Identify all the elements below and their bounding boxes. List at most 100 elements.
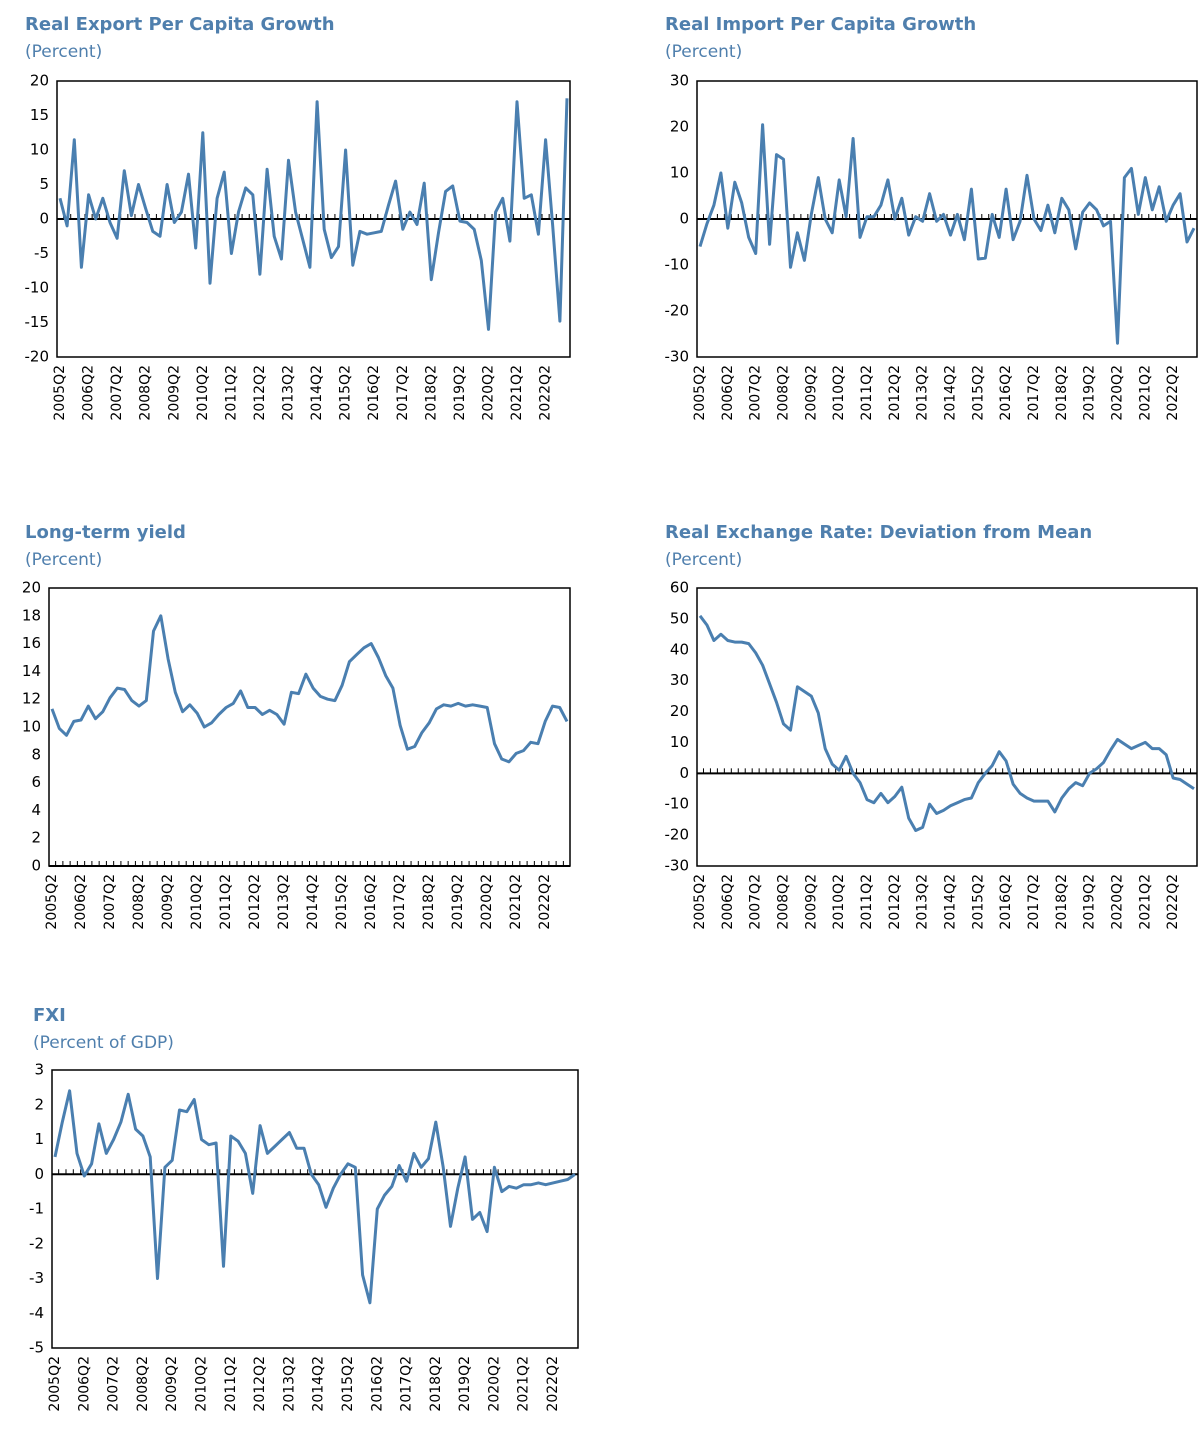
x-tick-label: 2007Q2 <box>106 1356 122 1412</box>
y-tick-label: -20 <box>665 826 690 844</box>
x-tick-label: 2020Q2 <box>479 874 495 930</box>
y-tick-label: 10 <box>670 733 689 751</box>
x-tick-label: 2008Q2 <box>135 1356 151 1412</box>
data-line <box>698 614 1195 832</box>
y-tick-label: 30 <box>670 671 689 689</box>
x-tick-label: 2010Q2 <box>193 1356 209 1412</box>
x-tick-label: 2016Q2 <box>366 365 382 421</box>
x-tick-label: 2005Q2 <box>44 874 60 930</box>
y-tick-label: 1 <box>34 1130 44 1148</box>
y-tick-label: 0 <box>39 210 49 228</box>
x-tick-label: 2019Q2 <box>457 1356 473 1412</box>
x-tick-label: 2007Q2 <box>748 874 764 930</box>
y-tick-label: -2 <box>29 1234 44 1252</box>
chart-subtitle: (Percent) <box>665 550 742 570</box>
x-tick-label: 2017Q2 <box>1026 365 1042 421</box>
y-tick-label: 16 <box>22 634 41 652</box>
x-tick-label: 2019Q2 <box>1082 874 1098 930</box>
y-tick-label: 10 <box>30 141 49 159</box>
x-tick-label: 2016Q2 <box>369 1356 385 1412</box>
plot-frame <box>51 1069 579 1349</box>
x-tick-label: 2006Q2 <box>81 365 97 421</box>
x-tick-label: 2021Q2 <box>516 1356 532 1412</box>
x-tick-label: 2005Q2 <box>52 365 68 421</box>
x-tick-label: 2020Q2 <box>1109 365 1125 421</box>
y-tick-label: -20 <box>665 302 690 320</box>
chart-subtitle: (Percent) <box>665 42 742 62</box>
y-tick-label: -30 <box>665 348 690 366</box>
x-tick-label: 2020Q2 <box>480 365 496 421</box>
chart: FXI (Percent of GDP) -5 -4 -3 -2 -1 0 1 2 3 2005Q2 2… <box>29 1005 579 1412</box>
chart-subtitle: (Percent) <box>25 550 102 570</box>
x-tick-label: 2006Q2 <box>76 1356 92 1412</box>
x-tick-label: 2012Q2 <box>252 365 268 421</box>
x-tick-label: 2015Q2 <box>338 365 354 421</box>
data-line <box>58 98 569 331</box>
y-tick-label: 20 <box>22 579 41 597</box>
y-tick-label: 10 <box>670 164 689 182</box>
x-tick-label: 2020Q2 <box>1109 874 1125 930</box>
x-tick-label: 2012Q2 <box>887 874 903 930</box>
y-tick-label: 40 <box>670 640 689 658</box>
x-tick-label: 2015Q2 <box>970 365 986 421</box>
x-tick-label: 2010Q2 <box>195 365 211 421</box>
y-tick-label: 5 <box>39 175 49 193</box>
y-tick-label: -10 <box>665 795 690 813</box>
x-tick-label: 2022Q2 <box>1165 874 1181 930</box>
x-tick-label: 2018Q2 <box>421 874 437 930</box>
x-tick-label: 2013Q2 <box>276 874 292 930</box>
y-tick-label: 0 <box>679 210 689 228</box>
chart: Real Export Per Capita Growth (Percent) -2… <box>25 14 571 421</box>
y-tick-label: -10 <box>25 279 50 297</box>
x-tick-label: 2006Q2 <box>720 874 736 930</box>
x-tick-label: 2009Q2 <box>803 874 819 930</box>
x-tick-label: 2016Q2 <box>363 874 379 930</box>
y-tick-label: -10 <box>665 256 690 274</box>
x-tick-label: 2021Q2 <box>1137 365 1153 421</box>
x-tick-label: 2019Q2 <box>452 365 468 421</box>
y-tick-label: 20 <box>30 72 49 90</box>
x-tick-label: 2009Q2 <box>160 874 176 930</box>
x-tick-label: 2005Q2 <box>692 365 708 421</box>
x-tick-label: 2011Q2 <box>859 874 875 930</box>
x-tick-label: 2015Q2 <box>970 874 986 930</box>
x-tick-label: 2017Q2 <box>395 365 411 421</box>
x-tick-label: 2010Q2 <box>831 365 847 421</box>
x-tick-label: 2011Q2 <box>223 365 239 421</box>
chart: Real Import Per Capita Growth (Percent) -3… <box>665 14 1198 421</box>
x-tick-label: 2022Q2 <box>1165 365 1181 421</box>
chart: Real Exchange Rate: Deviation from Mean (… <box>665 522 1198 930</box>
y-tick-label: 20 <box>670 702 689 720</box>
x-tick-label: 2017Q2 <box>1026 874 1042 930</box>
chart-subtitle: (Percent of GDP) <box>33 1033 174 1053</box>
y-tick-label: -20 <box>25 348 50 366</box>
x-tick-label: 2014Q2 <box>942 365 958 421</box>
y-tick-label: 2 <box>31 829 41 847</box>
x-tick-label: 2021Q2 <box>1137 874 1153 930</box>
x-tick-label: 2019Q2 <box>1082 365 1098 421</box>
x-tick-label: 2021Q2 <box>509 365 525 421</box>
x-tick-label: 2009Q2 <box>803 365 819 421</box>
x-tick-label: 2012Q2 <box>887 365 903 421</box>
x-tick-label: 2013Q2 <box>915 874 931 930</box>
x-tick-label: 2014Q2 <box>942 874 958 930</box>
y-tick-label: 30 <box>670 72 689 90</box>
x-tick-label: 2015Q2 <box>340 1356 356 1412</box>
x-tick-label: 2012Q2 <box>247 874 263 930</box>
x-tick-label: 2009Q2 <box>166 365 182 421</box>
y-tick-label: -5 <box>29 1339 44 1357</box>
y-tick-label: -30 <box>665 857 690 875</box>
x-tick-label: 2006Q2 <box>720 365 736 421</box>
y-tick-label: 14 <box>22 662 41 680</box>
y-tick-label: -4 <box>29 1304 44 1322</box>
x-tick-label: 2016Q2 <box>998 365 1014 421</box>
x-tick-label: 2011Q2 <box>218 874 234 930</box>
x-tick-label: 2022Q2 <box>545 1356 561 1412</box>
x-tick-label: 2005Q2 <box>692 874 708 930</box>
chart-subtitle: (Percent) <box>25 42 102 62</box>
x-tick-label: 2016Q2 <box>998 874 1014 930</box>
x-tick-label: 2015Q2 <box>334 874 350 930</box>
x-tick-label: 2021Q2 <box>508 874 524 930</box>
